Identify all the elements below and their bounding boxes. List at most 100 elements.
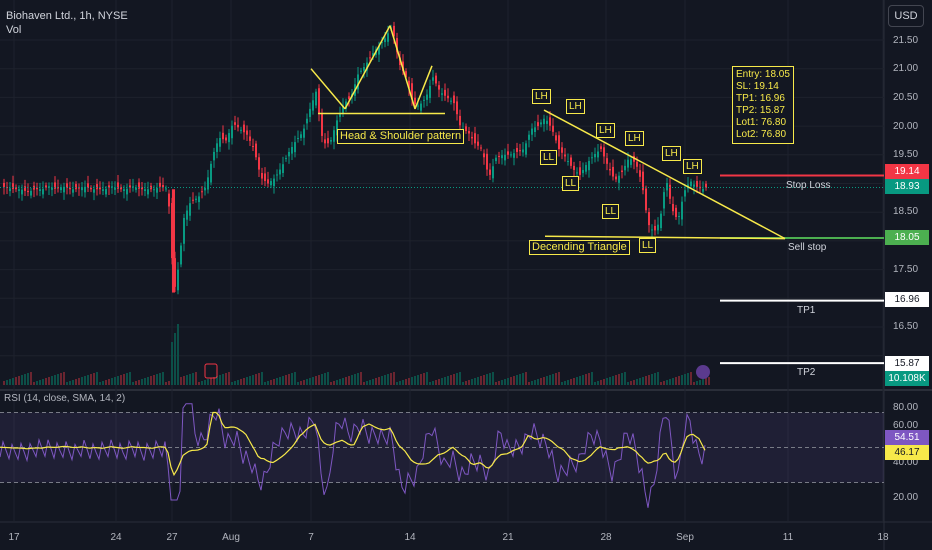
time-tick: 18: [877, 532, 889, 543]
volume-bar: [6, 380, 8, 385]
volume-bar: [33, 382, 35, 385]
candle-body: [129, 185, 131, 188]
volume-bar: [531, 381, 533, 385]
volume-bar: [675, 377, 677, 385]
volume-bar: [390, 373, 392, 385]
volume-bar: [243, 378, 245, 385]
candle-body: [39, 189, 41, 191]
volume-bar: [396, 382, 398, 385]
candle-body: [426, 94, 428, 100]
volume-bar: [198, 382, 200, 385]
candle-body: [555, 135, 557, 141]
volume-bar: [12, 378, 14, 385]
candle-body: [579, 167, 581, 175]
volume-bar: [438, 379, 440, 385]
candle-body: [111, 186, 113, 188]
volume-bar: [72, 380, 74, 385]
volume-bar: [282, 376, 284, 385]
swing-label-ll: LL: [602, 204, 620, 219]
candle-body: [96, 184, 98, 190]
volume-bar: [477, 377, 479, 385]
candle-body: [480, 147, 482, 149]
candle-body: [210, 163, 212, 183]
volume-bar: [414, 376, 416, 385]
volume-bar: [135, 381, 137, 385]
candle-body: [66, 183, 68, 189]
candle-body: [138, 182, 140, 189]
volume-bar: [411, 377, 413, 385]
volume-bar: [240, 379, 242, 385]
candle-body: [525, 143, 527, 155]
chart-title: Biohaven Ltd., 1h, NYSE: [6, 10, 128, 22]
candle-body: [342, 105, 344, 113]
candle-body: [201, 191, 203, 193]
candle-body: [189, 203, 191, 216]
candle-body: [498, 155, 500, 157]
candle-body: [456, 101, 458, 115]
candle-body: [429, 85, 431, 98]
volume-bar: [159, 373, 161, 385]
trade-lot1: Lot1: 76.80: [736, 117, 787, 128]
candle-body: [69, 188, 71, 190]
volume-bar: [144, 378, 146, 385]
volume-bar: [642, 377, 644, 385]
candle-body: [81, 187, 83, 191]
candle-body: [60, 187, 62, 191]
volume-bar: [81, 377, 83, 385]
tp1-label: TP1: [797, 305, 816, 316]
trade-sl: SL: 19.14: [736, 81, 779, 92]
volume-bar: [66, 382, 68, 385]
volume-bar: [666, 380, 668, 385]
candle-body: [570, 157, 572, 166]
volume-bar: [504, 379, 506, 385]
candle-body: [153, 189, 155, 191]
candle-body: [606, 158, 608, 164]
volume-bar: [186, 375, 188, 385]
volume-bar: [264, 382, 266, 385]
candle-body: [252, 146, 254, 148]
candle-body: [102, 189, 104, 191]
volume-bar: [543, 377, 545, 385]
candle-body: [408, 80, 410, 89]
rsi-tick: 80.00: [893, 402, 919, 413]
volume-bar: [426, 372, 428, 385]
candle-body: [678, 216, 680, 218]
volume-bar: [171, 342, 173, 385]
volume-bar: [489, 373, 491, 385]
candle-body: [615, 176, 617, 180]
candle-body: [195, 198, 197, 200]
volume-bar: [300, 381, 302, 385]
volume-bar: [546, 376, 548, 385]
volume-bar: [351, 375, 353, 385]
candle-body: [198, 196, 200, 203]
candle-body: [621, 170, 623, 173]
swing-label-ll: LL: [562, 176, 580, 191]
time-tick: 11: [782, 532, 794, 543]
volume-bar: [249, 376, 251, 385]
candle-body: [309, 108, 311, 117]
candle-body: [489, 169, 491, 175]
volume-bar: [123, 374, 125, 385]
volume-bar: [480, 376, 482, 385]
candle-body: [504, 154, 506, 161]
candle-body: [264, 173, 266, 182]
volume-bar: [231, 382, 233, 385]
volume-bar: [54, 375, 56, 385]
candle-body: [315, 91, 317, 106]
candle-body: [393, 25, 395, 37]
currency-button[interactable]: USD: [888, 5, 924, 27]
candle-body: [654, 225, 656, 231]
descending-triangle-label: Decending Triangle: [529, 240, 630, 255]
volume-bar: [168, 381, 170, 385]
candle-body: [270, 181, 272, 186]
rsi-header: RSI (14, close, SMA, 14, 2): [4, 393, 126, 404]
swing-label-lh: LH: [532, 89, 551, 104]
candle-body: [540, 122, 542, 125]
volume-bar: [465, 381, 467, 385]
volume-bar: [177, 324, 179, 385]
volume-bar: [204, 380, 206, 385]
candle-body: [54, 182, 56, 189]
time-tick: 17: [8, 532, 20, 543]
